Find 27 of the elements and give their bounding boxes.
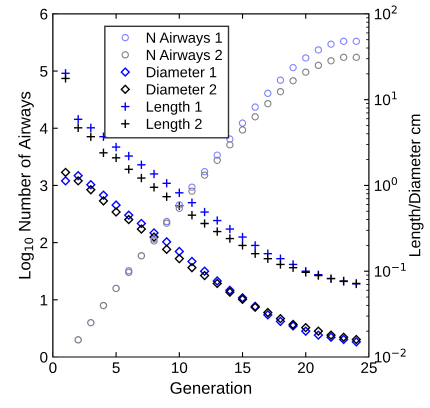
legend-label: Length 2 [146,118,202,132]
y-tick-label: 1 [40,294,48,306]
legend-label: N Airways 1 [146,32,222,46]
x-axis-title: Generation [170,382,252,394]
y-tick-label: 2 [40,237,48,248]
y-tick-label: 3 [40,180,48,192]
legend-label: Length 1 [146,101,202,115]
x-tick-label: 5 [112,362,120,374]
legend-label: Diameter 2 [146,84,216,95]
x-tick-label: 25 [361,362,377,374]
y2-tick-label: 10$^{0}$ [374,177,398,192]
y-tick-label: 4 [40,123,48,134]
y2-axis-title: Length/Diameter cm [408,114,424,256]
x-tick-label: 15 [235,362,250,374]
legend-label: N Airways 2 [146,49,222,63]
y2-tick-label: 10$^{1}$ [374,91,397,106]
x-tick-label: 20 [298,362,314,374]
y-tick-label: 5 [40,66,48,77]
y2-tick-label: 10$^{−2}$ [374,348,406,363]
y-axis-title: Log$_{10}$ Number of Airways [18,92,34,278]
legend-label: Diameter 1 [146,66,216,78]
x-tick-label: 10 [172,362,188,374]
y2-tick-label: 10$^{2}$ [374,6,397,20]
y-tick-label: 6 [40,8,48,20]
x-tick-label: 0 [49,362,57,374]
y-tick-label: 0 [40,352,48,363]
y2-tick-label: 10$^{−1}$ [374,263,406,277]
